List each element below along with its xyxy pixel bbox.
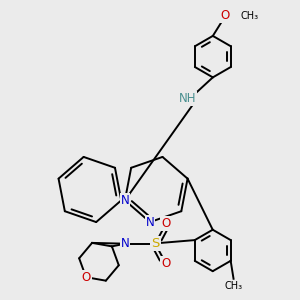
Text: N: N: [121, 237, 130, 250]
Text: O: O: [161, 257, 171, 270]
Text: S: S: [151, 237, 160, 250]
Text: O: O: [161, 217, 171, 230]
Text: O: O: [220, 9, 230, 22]
Text: O: O: [81, 271, 91, 284]
Text: CH₃: CH₃: [241, 11, 259, 21]
Text: N: N: [146, 216, 154, 229]
Text: CH₃: CH₃: [224, 281, 243, 291]
Text: N: N: [121, 194, 129, 207]
Text: NH: NH: [179, 92, 196, 105]
